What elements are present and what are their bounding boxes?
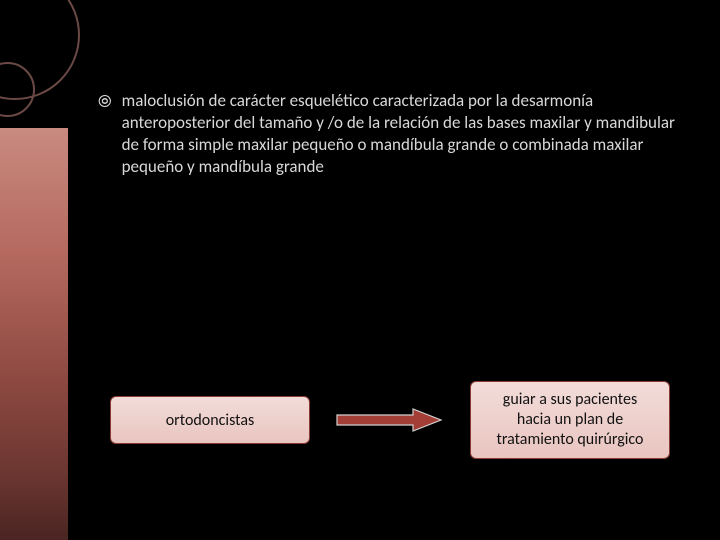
slide-decoration xyxy=(0,0,80,540)
flow-node-left-label: ortodoncistas xyxy=(166,411,255,430)
content-area: ⦾ maloclusión de carácter esquelético ca… xyxy=(98,90,688,178)
bullet-text: maloclusión de carácter esquelético cara… xyxy=(122,90,688,178)
flow-node-left: ortodoncistas xyxy=(110,396,310,444)
bullet-glyph: ⦾ xyxy=(98,91,112,113)
arrow-right-icon xyxy=(335,406,445,434)
flow-diagram: ortodoncistas guiar a sus pacientes haci… xyxy=(110,370,690,470)
decor-gradient-strip xyxy=(0,128,68,540)
bullet-item: ⦾ maloclusión de carácter esquelético ca… xyxy=(98,90,688,178)
flow-node-right: guiar a sus pacientes hacia un plan de t… xyxy=(470,381,670,459)
flow-node-right-label: guiar a sus pacientes hacia un plan de t… xyxy=(485,390,655,450)
flow-edge xyxy=(310,406,470,434)
